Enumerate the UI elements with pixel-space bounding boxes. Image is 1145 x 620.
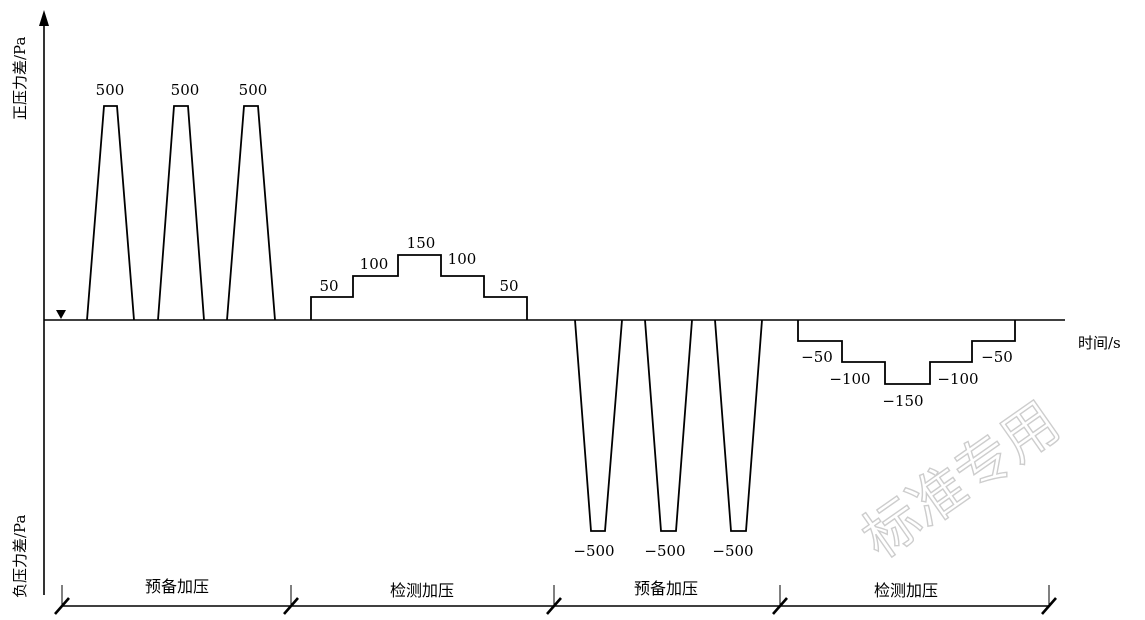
positive-pulses: 500 500 500 [86, 81, 276, 321]
pulse-label: 500 [239, 81, 268, 99]
negative-pulse-2 [644, 319, 693, 532]
step-label: −50 [801, 348, 833, 366]
pulse-label: −500 [644, 542, 685, 560]
positive-step-profile [310, 254, 528, 320]
x-axis-label: 时间/s [1078, 334, 1121, 352]
start-marker-icon [56, 310, 66, 319]
negative-step-profile [797, 320, 1016, 385]
negative-steps: −50 −100 −150 −100 −50 [797, 320, 1016, 410]
pulse-label: −500 [712, 542, 753, 560]
positive-pulse-2 [157, 105, 205, 321]
y-positive-label: 正压力差/Pa [11, 37, 29, 120]
watermark: 标准专用 [850, 389, 1072, 572]
phase-label-prep-1: 预备加压 [145, 577, 209, 596]
phase-label-prep-2: 预备加压 [634, 579, 698, 598]
step-label: 100 [360, 255, 389, 273]
phase-label-detect-1: 检测加压 [390, 581, 454, 600]
negative-pulses: −500 −500 −500 [573, 319, 763, 560]
positive-pulse-3 [226, 105, 276, 321]
step-label: 50 [319, 277, 338, 295]
step-label: 100 [448, 250, 477, 268]
positive-steps: 50 100 150 100 50 [310, 234, 528, 320]
step-label: 150 [407, 234, 436, 252]
step-label: −100 [829, 370, 870, 388]
phase-label-detect-2: 检测加压 [874, 581, 938, 600]
step-label: −50 [981, 348, 1013, 366]
negative-pulse-1 [574, 319, 623, 532]
negative-pulse-3 [714, 319, 763, 532]
phase-timeline: 预备加压 检测加压 预备加压 检测加压 [54, 577, 1057, 615]
positive-pulse-1 [86, 105, 135, 321]
step-label: −150 [882, 392, 923, 410]
watermark-text: 标准专用 [851, 390, 1072, 572]
step-label: 50 [499, 277, 518, 295]
y-negative-label: 负压力差/Pa [11, 515, 29, 598]
step-label: −100 [937, 370, 978, 388]
pulse-label: 500 [171, 81, 200, 99]
pulse-label: −500 [573, 542, 614, 560]
pulse-label: 500 [96, 81, 125, 99]
y-axis-arrow [39, 10, 49, 26]
